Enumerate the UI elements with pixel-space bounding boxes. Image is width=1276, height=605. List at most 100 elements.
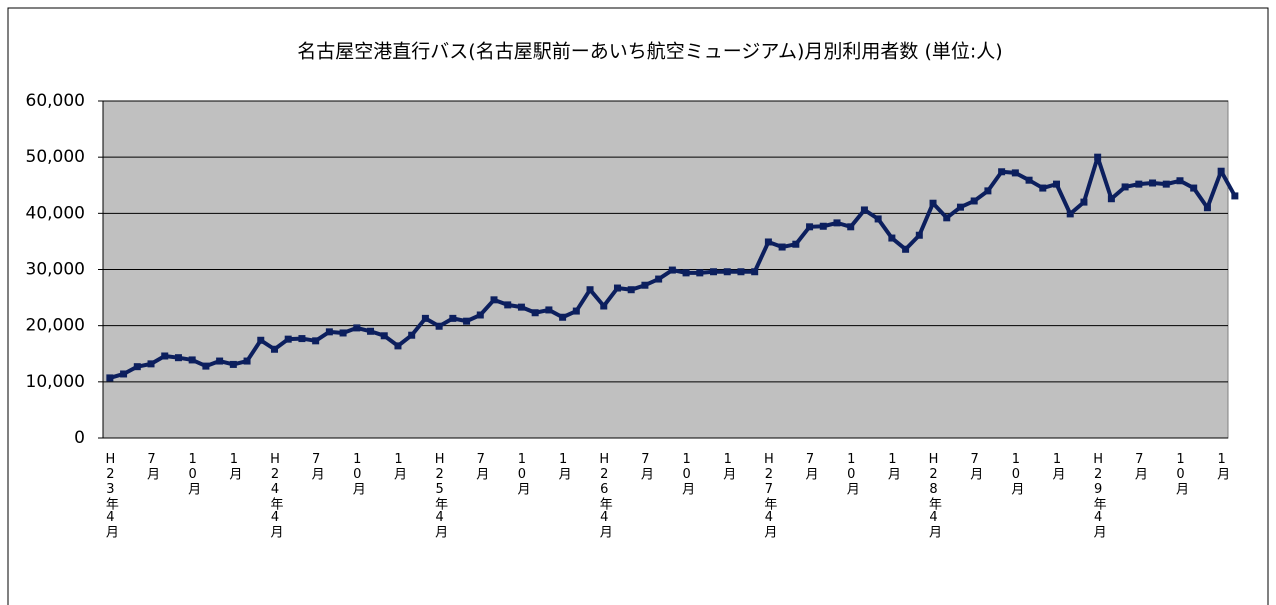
x-tick-label: 1月 [884,452,900,480]
marker [902,245,910,253]
marker [120,370,128,378]
x-tick-label: H25年4月 [432,452,448,538]
marker [1162,180,1170,188]
marker [202,362,210,370]
marker [723,268,731,276]
marker [1121,183,1129,191]
marker [147,360,155,368]
marker [257,336,265,344]
marker [188,356,196,364]
marker [1011,169,1019,177]
marker [860,206,868,214]
marker [970,197,978,205]
marker [106,374,114,382]
y-tick-label: 50,000 [26,147,85,167]
marker [833,219,841,227]
x-tick-label: 1月 [1049,452,1065,480]
x-tick-label: 1月 [390,452,406,480]
marker [284,335,292,343]
marker [1203,204,1211,212]
marker [696,269,704,277]
marker [1217,167,1225,175]
marker [243,357,251,365]
marker [229,360,237,368]
marker [1080,198,1088,206]
marker [216,357,224,365]
marker [1135,180,1143,188]
marker [133,363,141,371]
marker [806,223,814,231]
x-tick-label: 10月 [843,452,859,495]
marker [915,231,923,239]
x-tick-label: 7月 [473,452,489,480]
x-tick-label: 1月 [720,452,736,480]
marker [408,331,416,339]
marker [600,302,608,310]
marker [312,337,320,345]
x-tick-label: 7月 [1131,452,1147,480]
marker [956,203,964,211]
marker [874,215,882,223]
marker [586,286,594,294]
marker [668,266,676,274]
marker [792,240,800,248]
x-tick-label: H26年4月 [596,452,612,538]
chart-title: 名古屋空港直行バス(名古屋駅前ーあいち航空ミュージアム)月別利用者数 (単位:人… [297,41,1002,63]
marker [984,187,992,195]
marker [517,303,525,311]
x-tick-label: H28年4月 [926,452,942,538]
x-tick-label: H27年4月 [761,452,777,538]
marker [449,314,457,322]
marker [1066,210,1074,218]
y-tick-label: 30,000 [26,260,85,280]
x-tick-label: 1月 [1214,452,1230,480]
x-tick-label: 10月 [185,452,201,495]
marker [435,322,443,330]
marker [367,327,375,335]
x-tick-label: 10月 [1172,452,1188,495]
marker [819,222,827,230]
y-tick-label: 60,000 [26,91,85,111]
marker [476,311,484,319]
x-tick-label: 7月 [802,452,818,480]
marker [929,199,937,207]
marker [353,324,361,332]
marker [613,284,621,292]
x-tick-label: 10月 [1008,452,1024,495]
marker [545,306,553,314]
marker [572,307,580,315]
marker [778,243,786,251]
x-tick-label: 10月 [514,452,530,495]
marker [943,214,951,222]
marker [1094,153,1102,161]
marker [641,281,649,289]
marker [504,301,512,309]
x-tick-label: H29年4月 [1090,452,1106,538]
marker [847,223,855,231]
marker [1190,184,1198,192]
x-tick-label: 10月 [349,452,365,495]
marker [998,168,1006,176]
marker [161,352,169,360]
marker [737,268,745,276]
marker [463,317,471,325]
marker [751,268,759,276]
x-tick-label: 7月 [967,452,983,480]
marker [710,268,718,276]
marker [298,335,306,343]
y-tick-label: 10,000 [26,372,85,392]
marker [655,275,663,283]
marker [888,234,896,242]
x-tick-label: 10月 [679,452,695,495]
marker [627,286,635,294]
marker [1231,192,1239,200]
x-tick-label: H23年4月 [102,452,118,538]
marker [1039,184,1047,192]
marker [682,269,690,277]
x-tick-label: 7月 [637,452,653,480]
x-tick-label: H24年4月 [267,452,283,538]
x-tick-label: 7月 [308,452,324,480]
marker [394,342,402,350]
